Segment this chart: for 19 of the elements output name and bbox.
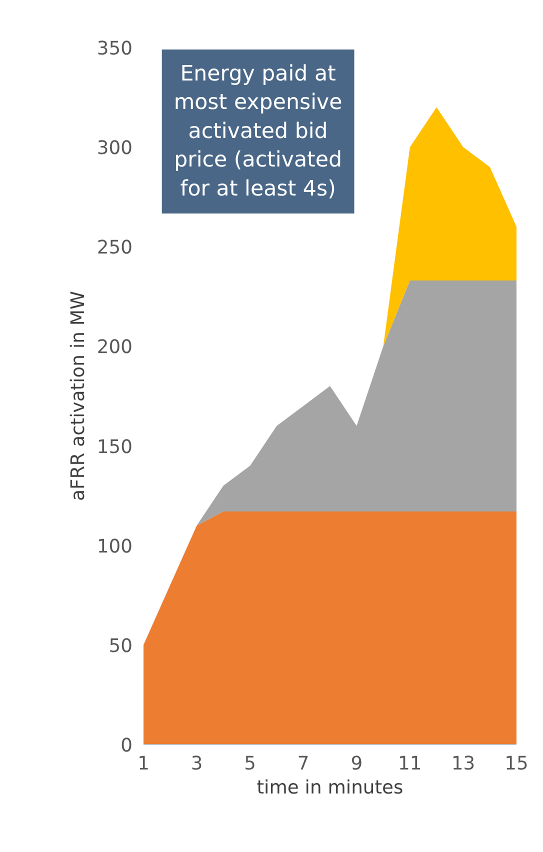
x-axis-title: time in minutes — [256, 778, 404, 798]
y-tick-label: 350 — [96, 38, 132, 60]
y-tick-label: 200 — [96, 337, 132, 358]
x-tick-label: 3 — [190, 754, 203, 774]
x-tick-label: 13 — [451, 754, 476, 774]
y-tick-label: 100 — [96, 536, 132, 558]
y-tick-label: 0 — [120, 736, 133, 756]
y-tick-label: 50 — [108, 636, 133, 657]
y-tick-label: 150 — [96, 436, 132, 458]
y-axis-title: aFRR activation in MW — [68, 291, 89, 501]
y-tick-label: 250 — [96, 238, 132, 259]
x-tick-label: 1 — [138, 754, 150, 774]
x-tick-label: 11 — [398, 754, 422, 774]
y-tick-label: 300 — [96, 138, 132, 160]
x-tick-label: 15 — [504, 754, 528, 774]
x-tick-label: 5 — [244, 754, 256, 774]
x-tick-label: 9 — [350, 754, 363, 774]
annotation: Energy paid at most expensive activated bid price (activated for at least 4s) — [174, 61, 342, 202]
x-tick-label: 7 — [297, 754, 310, 774]
